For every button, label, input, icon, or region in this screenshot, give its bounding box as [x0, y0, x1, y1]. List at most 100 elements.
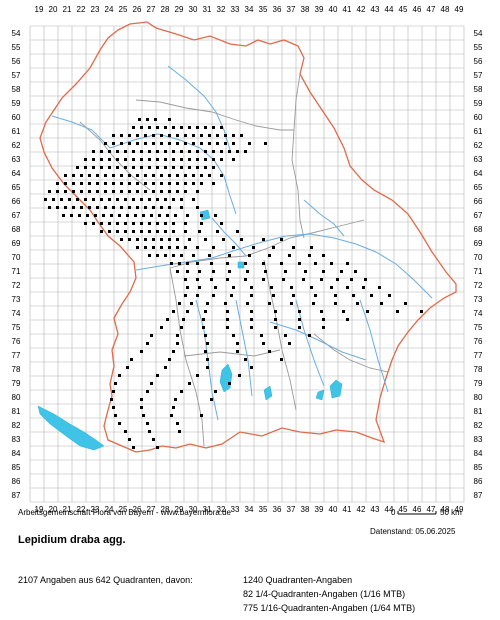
x-tick-label: 40: [329, 5, 338, 14]
y-tick-label: 74: [474, 309, 483, 318]
occurrence-marker: [288, 254, 291, 257]
occurrence-marker: [216, 230, 219, 233]
occurrence-marker: [152, 438, 155, 441]
x-tick-label: 45: [399, 5, 408, 14]
occurrence-marker: [170, 414, 173, 417]
occurrence-marker: [108, 230, 111, 233]
occurrence-marker: [116, 230, 119, 233]
grid-tick-labels: 19 19 20 20 21 21 22 22 23 23 24 24 25 25 26 26 27 27 28 28…: [12, 5, 483, 514]
occurrence-marker: [96, 182, 99, 185]
occurrence-marker: [72, 174, 75, 177]
occurrence-marker: [176, 238, 179, 241]
occurrence-marker: [92, 166, 95, 169]
x-tick-label: 45: [399, 505, 408, 514]
occurrence-marker: [104, 142, 107, 145]
occurrence-marker: [180, 390, 183, 393]
occurrence-marker: [92, 150, 95, 153]
occurrence-marker: [272, 246, 275, 249]
occurrence-marker: [148, 222, 151, 225]
occurrence-marker: [150, 214, 153, 217]
occurrence-marker: [88, 190, 91, 193]
occurrence-marker: [178, 430, 181, 433]
occurrence-marker: [132, 446, 135, 449]
occurrence-marker: [186, 262, 189, 265]
y-tick-label: 69: [474, 239, 483, 248]
occurrence-marker: [248, 142, 251, 145]
y-tick-label: 66: [474, 197, 483, 206]
x-tick-label: 19: [35, 505, 44, 514]
x-tick-label: 30: [189, 505, 198, 514]
occurrence-marker: [226, 318, 229, 321]
x-tick-label: 48: [441, 505, 450, 514]
y-tick-label: 78: [12, 365, 21, 374]
y-tick-label: 74: [12, 309, 21, 318]
occurrence-marker: [224, 142, 227, 145]
x-tick-label: 46: [413, 505, 422, 514]
occurrence-marker: [152, 134, 155, 137]
occurrence-marker: [104, 190, 107, 193]
occurrence-marker: [88, 206, 91, 209]
occurrence-marker: [160, 174, 163, 177]
occurrence-marker: [76, 166, 79, 169]
occurrence-marker: [176, 246, 179, 249]
occurrence-marker: [204, 238, 207, 241]
occurrence-marker: [120, 182, 123, 185]
occurrence-marker: [146, 422, 149, 425]
occurrence-marker: [184, 278, 187, 281]
occurrence-marker: [164, 254, 167, 257]
y-tick-label: 63: [12, 155, 21, 164]
occurrence-marker: [120, 206, 123, 209]
occurrence-marker: [370, 294, 373, 297]
y-tick-label: 73: [474, 295, 483, 304]
occurrence-marker: [132, 198, 135, 201]
y-tick-label: 54: [12, 29, 21, 38]
y-tick-label: 79: [474, 379, 483, 388]
occurrence-marker: [190, 302, 193, 305]
occurrence-marker: [136, 174, 139, 177]
x-tick-label: 40: [329, 505, 338, 514]
occurrence-marker: [196, 294, 199, 297]
occurrence-marker: [236, 350, 239, 353]
occurrence-marker: [200, 134, 203, 137]
occurrence-marker: [298, 318, 301, 321]
occurrence-marker: [366, 310, 369, 313]
occurrence-marker: [94, 214, 97, 217]
occurrence-marker: [128, 174, 131, 177]
occurrence-marker: [164, 230, 167, 233]
occurrence-marker: [128, 206, 131, 209]
occurrence-marker: [164, 150, 167, 153]
occurrence-marker: [140, 398, 143, 401]
occurrence-marker: [142, 414, 145, 417]
occurrence-marker: [140, 126, 143, 129]
occurrence-marker: [176, 182, 179, 185]
occurrence-marker: [200, 182, 203, 185]
occurrence-marker: [310, 286, 313, 289]
occurrence-marker: [244, 262, 247, 265]
occurrence-marker: [198, 230, 201, 233]
occurrence-marker: [160, 190, 163, 193]
occurrence-marker: [168, 238, 171, 241]
occurrence-marker: [248, 254, 251, 257]
occurrence-marker: [116, 198, 119, 201]
occurrence-marker: [160, 134, 163, 137]
occurrence-marker: [192, 134, 195, 137]
occurrence-marker: [188, 238, 191, 241]
occurrence-marker: [196, 150, 199, 153]
y-tick-label: 65: [12, 183, 21, 192]
y-tick-label: 72: [474, 281, 483, 290]
occurrence-marker: [156, 150, 159, 153]
occurrence-marker: [196, 126, 199, 129]
occurrence-marker: [96, 206, 99, 209]
occurrence-marker: [310, 246, 313, 249]
y-tick-label: 82: [12, 421, 21, 430]
occurrence-marker: [156, 374, 159, 377]
occurrence-marker: [112, 390, 115, 393]
occurrence-marker: [288, 342, 291, 345]
occurrence-marker: [160, 182, 163, 185]
occurrence-marker: [76, 198, 79, 201]
occurrence-marker: [200, 222, 203, 225]
occurrence-marker: [110, 398, 113, 401]
x-tick-label: 19: [35, 5, 44, 14]
occurrence-marker: [144, 182, 147, 185]
y-tick-label: 79: [12, 379, 21, 388]
